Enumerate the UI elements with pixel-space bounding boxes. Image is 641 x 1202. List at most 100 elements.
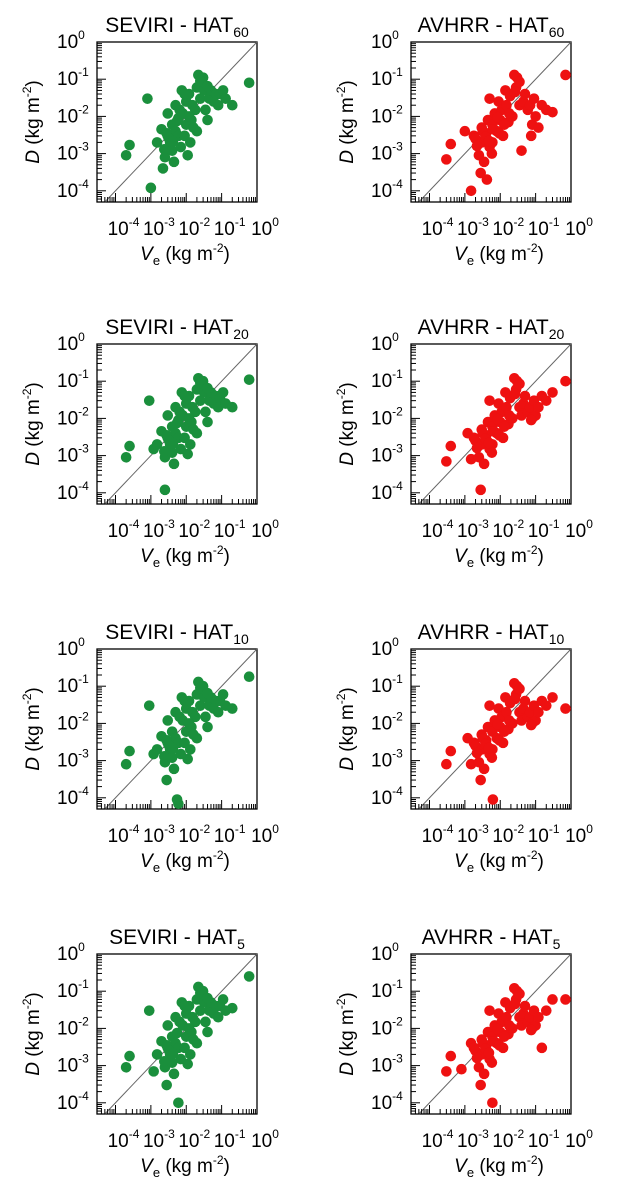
x-axis-variable: V — [140, 1156, 155, 1177]
y-axis-unit: (kg m — [23, 1009, 44, 1062]
data-point — [498, 1031, 510, 1042]
data-point — [200, 104, 211, 116]
x-tick-label: 10-4 — [422, 1127, 454, 1152]
data-point — [162, 108, 174, 119]
x-tick-label: 10-4 — [108, 517, 140, 542]
data-point — [168, 458, 180, 470]
x-tick-label: 10-2 — [492, 822, 524, 847]
y-tick-label: 10-4 — [371, 479, 403, 504]
y-tick-base: 10 — [371, 69, 392, 90]
x-tick-label: 100 — [565, 1127, 593, 1152]
data-point — [184, 137, 196, 148]
y-tick-base: 10 — [57, 446, 78, 467]
data-point — [202, 687, 213, 699]
y-tick-exponent: -4 — [78, 1089, 89, 1103]
x-axis-unit: (kg m — [160, 244, 213, 265]
panel-title-subscript: 60 — [233, 24, 249, 40]
x-tick-label: 10-1 — [528, 215, 560, 240]
x-axis-unit: (kg m — [474, 546, 527, 567]
y-tick-exponent: -4 — [78, 177, 89, 191]
data-point — [174, 1016, 185, 1028]
y-tick-label: 10-1 — [371, 367, 403, 392]
x-tick-exponent: -3 — [164, 1127, 175, 1141]
y-tick-base: 10 — [371, 144, 392, 165]
data-point — [124, 1050, 135, 1062]
y-tick-exponent: -2 — [392, 1014, 403, 1028]
data-points — [441, 677, 571, 805]
y-tick-label: 10-2 — [371, 102, 403, 127]
data-point — [475, 774, 486, 786]
y-tick-label: 100 — [371, 940, 399, 965]
data-point — [483, 437, 495, 449]
data-point — [533, 1011, 544, 1023]
data-point — [525, 130, 537, 142]
data-point — [200, 406, 211, 418]
x-tick-exponent: 0 — [272, 1127, 279, 1141]
x-tick-base: 10 — [214, 1131, 235, 1152]
y-axis-unit: (kg m — [337, 704, 358, 757]
data-point — [143, 395, 155, 406]
x-tick-label: 10-1 — [214, 517, 246, 542]
x-tick-base: 10 — [492, 826, 513, 847]
x-tick-base: 10 — [457, 826, 478, 847]
y-tick-label: 10-3 — [57, 140, 89, 165]
y-tick-base: 10 — [371, 106, 392, 127]
data-point — [484, 700, 495, 711]
data-point — [159, 144, 170, 155]
data-point — [151, 439, 163, 450]
y-tick-label: 10-3 — [371, 140, 403, 165]
y-tick-exponent: -1 — [392, 367, 403, 381]
data-point — [560, 375, 571, 387]
data-point — [188, 729, 199, 740]
x-axis-label: Ve (kg m-2) — [454, 1153, 544, 1180]
data-point — [171, 417, 183, 429]
data-point — [503, 1020, 515, 1031]
x-tick-base: 10 — [178, 826, 199, 847]
y-tick-label: 100 — [57, 940, 85, 965]
y-tick-label: 10-2 — [57, 1014, 89, 1039]
y-axis-unit-exponent: -2 — [334, 693, 348, 704]
data-point — [226, 401, 238, 413]
y-tick-exponent: -3 — [392, 1052, 403, 1066]
y-tick-label: 10-4 — [57, 479, 89, 504]
y-tick-exponent: -2 — [78, 404, 89, 418]
x-axis-variable: V — [454, 546, 469, 567]
x-axis-subscript: e — [467, 253, 474, 268]
x-axis-unit-close: ) — [224, 244, 230, 265]
y-axis-unit-exponent: -2 — [334, 86, 348, 97]
data-point — [143, 1005, 155, 1016]
y-tick-exponent: -2 — [392, 709, 403, 723]
x-tick-label: 100 — [251, 215, 279, 240]
y-tick-label: 10-4 — [57, 784, 89, 809]
data-point — [120, 1062, 132, 1073]
data-point — [540, 1005, 552, 1016]
data-point — [120, 150, 132, 161]
axis-ticks — [410, 953, 572, 1115]
x-axis-unit-exponent: -2 — [213, 848, 224, 862]
data-point — [492, 413, 504, 425]
data-point — [157, 163, 169, 174]
y-tick-label: 10-2 — [57, 102, 89, 127]
data-point — [486, 447, 498, 458]
y-axis-unit-close: ) — [337, 80, 358, 86]
x-tick-exponent: -4 — [443, 822, 454, 836]
x-tick-exponent: -1 — [235, 517, 246, 531]
data-point — [441, 758, 452, 770]
x-tick-exponent: -3 — [164, 822, 175, 836]
data-point — [528, 93, 540, 104]
x-tick-base: 10 — [178, 219, 199, 240]
x-tick-label: 10-2 — [178, 822, 210, 847]
data-point — [202, 114, 213, 126]
x-tick-base: 10 — [422, 1131, 443, 1152]
data-point — [220, 93, 231, 104]
x-tick-label: 10-3 — [457, 822, 489, 847]
data-point — [151, 744, 163, 755]
x-tick-label: 10-4 — [422, 517, 454, 542]
x-tick-base: 10 — [422, 219, 443, 240]
y-tick-base: 10 — [371, 32, 392, 53]
x-tick-label: 10-3 — [143, 1127, 175, 1152]
data-point — [478, 156, 490, 168]
